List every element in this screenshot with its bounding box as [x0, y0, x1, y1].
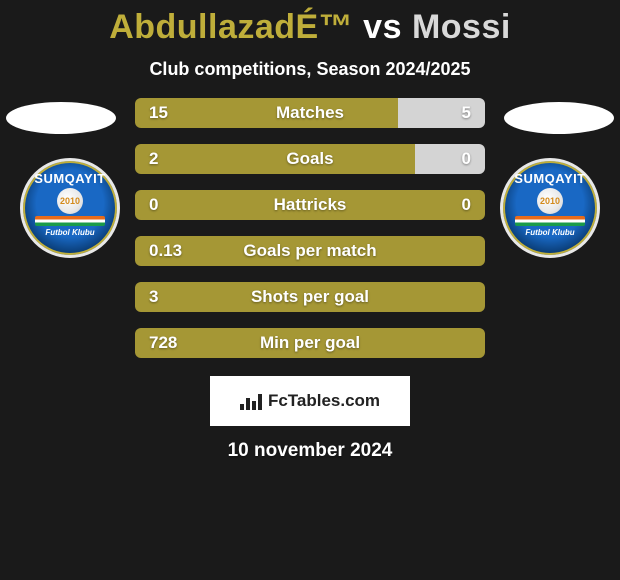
stat-left-value: 15 — [149, 103, 168, 123]
title-vs: vs — [363, 8, 402, 46]
stat-left-value: 2 — [149, 149, 158, 169]
stat-label: Goals per match — [243, 241, 376, 261]
stat-bar-row: 0.13 Goals per match — [135, 236, 485, 266]
badge-ball-icon: 2010 — [537, 188, 563, 214]
stat-label: Matches — [276, 103, 344, 123]
right-club-badge: SUMQAYIT 2010 Futbol Klubu — [500, 158, 600, 258]
stat-bar-row: 3 Shots per goal — [135, 282, 485, 312]
stat-bar-left-segment — [135, 144, 415, 174]
title-left-player: AbdullazadÉ™ — [109, 8, 353, 46]
badge-top-text: SUMQAYIT — [514, 171, 585, 186]
subtitle: Club competitions, Season 2024/2025 — [0, 59, 620, 80]
left-ellipse-placeholder — [6, 102, 116, 134]
badge-stripe-icon — [35, 216, 105, 226]
stat-right-value: 0 — [462, 195, 471, 215]
date-text: 10 november 2024 — [0, 440, 620, 462]
stat-bar-right-segment — [415, 144, 485, 174]
stat-label: Goals — [286, 149, 333, 169]
stat-label: Hattricks — [274, 195, 347, 215]
comparison-content: SUMQAYIT 2010 Futbol Klubu SUMQAYIT 2010… — [0, 98, 620, 358]
badge-bottom-text: Futbol Klubu — [525, 228, 574, 237]
stat-bar-left-segment — [135, 98, 398, 128]
stat-bars: 15 Matches 5 2 Goals 0 0 Hattricks 0 0.13 Goals pe… — [135, 98, 485, 358]
stat-bar-row: 2 Goals 0 — [135, 144, 485, 174]
bar-chart-icon — [240, 392, 262, 410]
stat-label: Shots per goal — [251, 287, 369, 307]
stat-bar-row: 728 Min per goal — [135, 328, 485, 358]
right-ellipse-placeholder — [504, 102, 614, 134]
stat-bar-row: 0 Hattricks 0 — [135, 190, 485, 220]
stat-left-value: 3 — [149, 287, 158, 307]
page-title: AbdullazadÉ™ vs Mossi — [0, 0, 620, 47]
stat-left-value: 728 — [149, 333, 177, 353]
badge-top-text: SUMQAYIT — [34, 171, 105, 186]
footer-brand-text: FcTables.com — [268, 391, 380, 411]
badge-bottom-text: Futbol Klubu — [45, 228, 94, 237]
badge-year: 2010 — [540, 196, 560, 206]
footer-brand-badge: FcTables.com — [210, 376, 410, 426]
stat-bar-right-segment — [398, 98, 486, 128]
stat-label: Min per goal — [260, 333, 360, 353]
left-club-badge: SUMQAYIT 2010 Futbol Klubu — [20, 158, 120, 258]
stat-right-value: 0 — [462, 149, 471, 169]
badge-stripe-icon — [515, 216, 585, 226]
stat-left-value: 0 — [149, 195, 158, 215]
stat-bar-row: 15 Matches 5 — [135, 98, 485, 128]
stat-right-value: 5 — [462, 103, 471, 123]
stat-left-value: 0.13 — [149, 241, 182, 261]
badge-year: 2010 — [60, 196, 80, 206]
title-right-player: Mossi — [412, 8, 511, 46]
badge-ball-icon: 2010 — [57, 188, 83, 214]
